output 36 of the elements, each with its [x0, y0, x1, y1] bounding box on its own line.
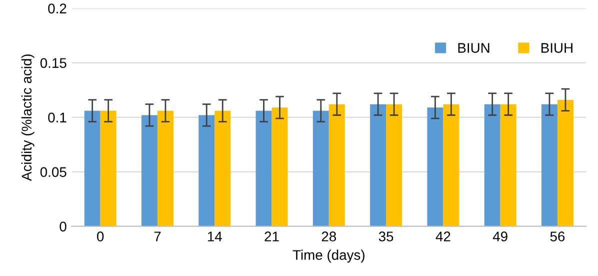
- bar: [157, 110, 174, 226]
- x-tick-label: 28: [322, 232, 336, 242]
- bar: [328, 104, 345, 226]
- x-tick-label: 7: [154, 232, 161, 242]
- y-tick-label: 0.2: [48, 4, 66, 14]
- x-tick-label: 14: [208, 232, 222, 242]
- bar: [443, 104, 460, 226]
- x-tick-label: 21: [264, 232, 279, 242]
- bar: [100, 110, 116, 226]
- bar: [256, 110, 272, 226]
- x-tick-label: 0: [97, 232, 104, 242]
- y-tick-label: 0: [60, 222, 66, 232]
- bar: [272, 107, 288, 226]
- bar: [427, 107, 444, 226]
- bar: [84, 110, 100, 226]
- x-tick-label: 56: [550, 232, 565, 242]
- bar: [198, 115, 215, 226]
- legend-label: BIUN: [458, 43, 490, 53]
- x-tick-label: 49: [492, 232, 508, 242]
- bar: [141, 115, 158, 226]
- y-tick-label: 0.05: [40, 167, 66, 177]
- legend-label: BIUH: [541, 43, 572, 53]
- y-axis-title: Acidity (%lactic acid): [21, 54, 34, 181]
- bar: [370, 104, 386, 226]
- y-tick-label: 0.15: [40, 58, 66, 68]
- x-axis-title: Time (days): [292, 250, 364, 263]
- bar: [557, 100, 574, 226]
- bar: [386, 104, 402, 226]
- bar: [214, 110, 231, 226]
- bar: [541, 104, 558, 226]
- bar: [500, 104, 516, 226]
- y-tick-label: 0.1: [48, 112, 66, 122]
- bar: [484, 104, 500, 226]
- x-tick-label: 35: [378, 232, 394, 242]
- x-tick-label: 42: [436, 232, 450, 242]
- bar: [312, 110, 329, 226]
